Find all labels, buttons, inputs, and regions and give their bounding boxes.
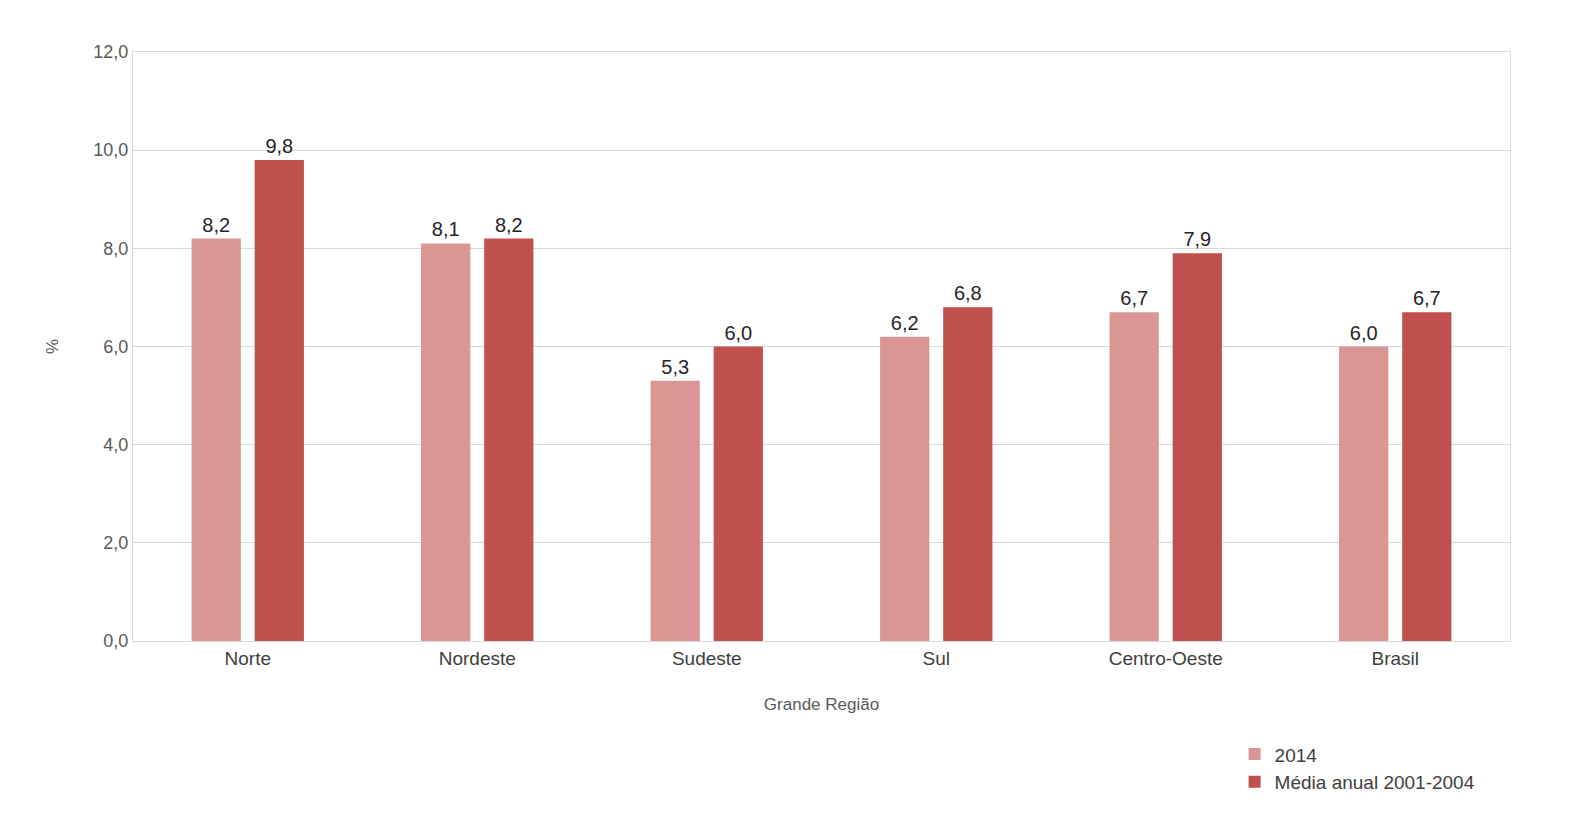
svg-text:Sul: Sul [923, 648, 950, 669]
svg-text:8,2: 8,2 [202, 214, 230, 236]
svg-text:6,0: 6,0 [724, 322, 752, 344]
svg-text:Brasil: Brasil [1371, 648, 1419, 669]
svg-text:Grande Região: Grande Região [764, 695, 879, 714]
svg-text:Nordeste: Nordeste [439, 648, 516, 669]
svg-text:6,0: 6,0 [103, 337, 128, 357]
svg-text:6,7: 6,7 [1413, 287, 1441, 309]
svg-text:5,3: 5,3 [661, 356, 689, 378]
svg-text:Sudeste: Sudeste [672, 648, 742, 669]
svg-text:4,0: 4,0 [103, 435, 128, 455]
svg-text:8,1: 8,1 [432, 218, 460, 240]
svg-text:Média anual 2001-2004: Média anual 2001-2004 [1275, 772, 1475, 793]
svg-text:10,0: 10,0 [93, 140, 128, 160]
svg-text:8,0: 8,0 [103, 239, 128, 259]
svg-text:%: % [43, 339, 62, 354]
svg-text:Norte: Norte [225, 648, 271, 669]
svg-text:12,0: 12,0 [93, 42, 128, 62]
svg-text:8,2: 8,2 [495, 214, 523, 236]
svg-text:6,8: 6,8 [954, 282, 982, 304]
svg-text:6,0: 6,0 [1350, 322, 1378, 344]
svg-text:2,0: 2,0 [103, 533, 128, 553]
svg-text:9,8: 9,8 [265, 135, 293, 157]
svg-text:7,9: 7,9 [1183, 228, 1211, 250]
svg-text:6,2: 6,2 [891, 312, 919, 334]
svg-text:0,0: 0,0 [103, 631, 128, 651]
svg-text:2014: 2014 [1275, 745, 1318, 766]
svg-text:Centro-Oeste: Centro-Oeste [1109, 648, 1223, 669]
svg-text:6,7: 6,7 [1120, 287, 1148, 309]
